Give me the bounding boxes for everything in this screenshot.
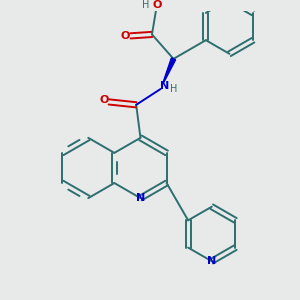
- Text: O: O: [99, 95, 108, 106]
- Text: O: O: [121, 31, 130, 41]
- Text: H: H: [170, 84, 177, 94]
- Polygon shape: [162, 58, 176, 86]
- Text: N: N: [160, 81, 169, 91]
- Text: O: O: [152, 0, 161, 10]
- Text: N: N: [136, 193, 145, 203]
- Text: H: H: [142, 0, 149, 10]
- Text: N: N: [207, 256, 216, 266]
